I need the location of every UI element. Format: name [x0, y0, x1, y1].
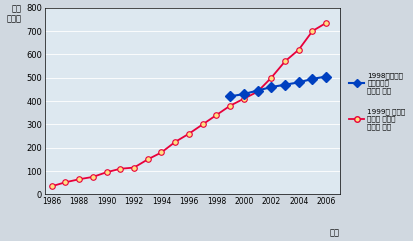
Y-axis label: 누적
홈런수: 누적 홈런수 [6, 4, 21, 23]
X-axis label: 연도: 연도 [330, 228, 340, 237]
Legend: 1998년까지의
자료만으로
추정한 결과, 1999년 이후의
자료도 포함해
추정한 결과: 1998년까지의 자료만으로 추정한 결과, 1999년 이후의 자료도 포함해… [347, 69, 408, 133]
